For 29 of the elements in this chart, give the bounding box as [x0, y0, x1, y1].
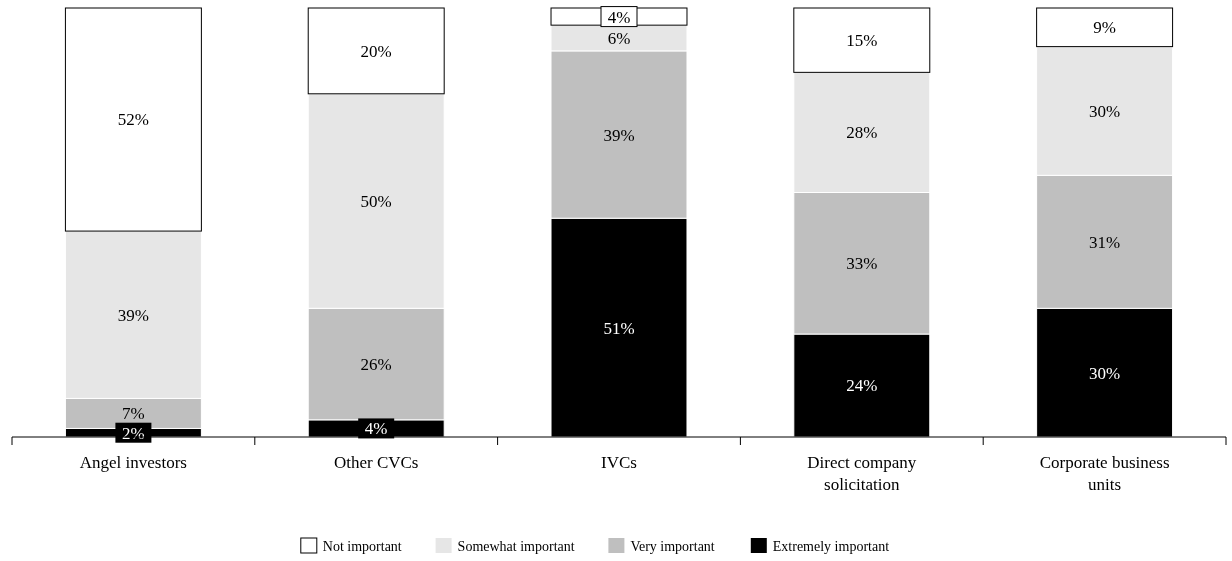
x-tick-label: Other CVCs — [333, 453, 419, 472]
data-label: 15% — [846, 31, 878, 51]
data-label: 30% — [1089, 363, 1121, 383]
data-label: 20% — [360, 41, 392, 61]
data-label: 51% — [603, 318, 635, 338]
data-label: 24% — [846, 376, 878, 396]
data-label: 7% — [122, 404, 145, 424]
x-tick-label: Corporate business units — [1039, 453, 1170, 494]
x-tick-label: IVCs — [601, 453, 637, 472]
data-label: 50% — [360, 192, 392, 211]
x-tick-label: Direct company solicitation — [807, 453, 917, 494]
legend-label: Very important — [630, 538, 715, 554]
data-label: 2% — [122, 423, 145, 443]
data-label: 6% — [607, 28, 631, 48]
data-label: 39% — [117, 305, 149, 325]
data-label: 31% — [1089, 232, 1121, 252]
data-label: 39% — [603, 125, 635, 145]
legend-label: Somewhat important — [457, 538, 575, 554]
legend-label: Not important — [322, 538, 402, 554]
x-tick-label: Angel investors — [79, 453, 187, 472]
data-label: 30% — [1089, 101, 1121, 121]
data-label: 4% — [607, 7, 631, 27]
data-label: 26% — [360, 355, 392, 375]
data-label: 33% — [846, 254, 878, 274]
data-label: 9% — [1093, 18, 1116, 38]
data-label: 28% — [846, 123, 878, 143]
data-label: 52% — [117, 110, 149, 130]
legend-label: Extremely important — [772, 538, 890, 554]
data-label: 4% — [364, 419, 388, 439]
